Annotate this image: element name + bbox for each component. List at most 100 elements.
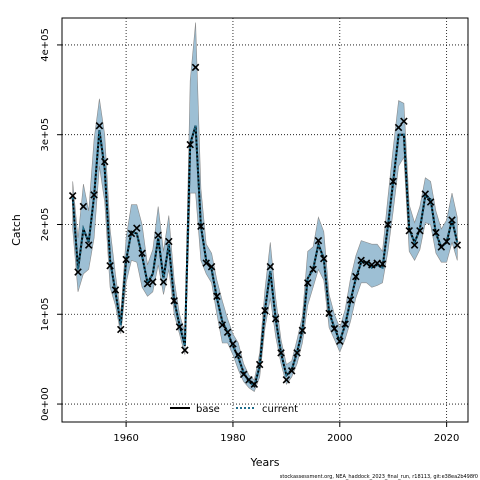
observed-point — [100, 157, 109, 166]
observed-point-stroke — [405, 227, 414, 235]
observed-point — [191, 63, 200, 72]
observed-point-stroke — [426, 198, 435, 206]
observed-point-stroke — [266, 262, 275, 271]
observed-point-stroke — [197, 222, 205, 231]
observed-point — [287, 367, 296, 375]
observed-point — [362, 259, 371, 267]
observed-point — [95, 121, 104, 130]
observed-point — [133, 224, 141, 232]
observed-point-stroke — [127, 229, 136, 238]
observed-point-stroke — [277, 349, 285, 357]
observed-point-stroke — [234, 350, 243, 359]
observed-point-stroke — [448, 216, 456, 224]
observed-point-stroke — [68, 191, 77, 200]
observed-point-stroke — [416, 227, 424, 235]
observed-point — [261, 306, 269, 315]
observed-point — [416, 227, 424, 235]
observed-point-stroke — [186, 140, 194, 149]
observed-point — [405, 227, 414, 235]
observed-point — [111, 286, 120, 294]
observed-point — [357, 256, 365, 265]
observed-point — [330, 324, 339, 333]
observed-point — [378, 260, 387, 268]
observed-point-stroke — [384, 220, 392, 229]
observed-point — [448, 216, 456, 224]
observed-point-stroke — [239, 370, 248, 379]
observed-point-stroke — [421, 190, 430, 198]
observed-point-stroke — [394, 123, 403, 132]
observed-point — [143, 279, 152, 288]
x-tick-label: 1960 — [113, 433, 138, 444]
legend-label-current: current — [262, 404, 298, 415]
observed-point — [84, 241, 93, 249]
observed-point-stroke — [154, 231, 162, 240]
observed-point — [352, 272, 360, 281]
observed-point — [186, 140, 194, 149]
observed-point — [138, 249, 146, 257]
observed-point — [202, 259, 211, 267]
observed-point-stroke — [453, 241, 462, 249]
observed-point-stroke — [213, 292, 221, 301]
observed-point — [229, 340, 237, 348]
observed-point-stroke — [229, 340, 237, 348]
observed-point — [255, 360, 264, 369]
observed-point — [127, 229, 136, 238]
observed-point-stroke — [207, 262, 216, 271]
observed-point — [394, 123, 403, 132]
observed-point — [303, 279, 312, 287]
observed-point-stroke — [116, 325, 125, 334]
observed-point — [223, 328, 232, 336]
observed-point-stroke — [170, 297, 178, 305]
observed-point-stroke — [271, 314, 280, 323]
observed-point — [122, 255, 130, 264]
observed-point — [314, 236, 323, 245]
observed-point-stroke — [74, 268, 82, 276]
observed-point — [90, 191, 98, 199]
y-tick-label: 4e+05 — [40, 28, 51, 62]
observed-point-stroke — [314, 236, 323, 245]
observed-point — [68, 191, 77, 200]
observed-point — [106, 262, 114, 270]
observed-point — [389, 177, 397, 186]
observed-point — [282, 376, 291, 384]
observed-point — [442, 237, 451, 246]
observed-point — [293, 349, 301, 357]
observed-point — [239, 370, 248, 379]
observed-point — [325, 309, 333, 318]
observed-point — [319, 254, 328, 263]
observed-point — [165, 237, 173, 246]
observed-point-stroke — [223, 328, 232, 336]
x-tick-label: 2000 — [327, 433, 352, 444]
observed-point-stroke — [138, 249, 146, 257]
y-tick-label: 3e+05 — [40, 118, 51, 152]
observed-point-stroke — [165, 237, 173, 246]
y-tick-label: 1e+05 — [40, 297, 51, 331]
observed-point-stroke — [218, 321, 227, 329]
observed-point — [384, 220, 392, 229]
observed-point — [154, 231, 162, 240]
observed-point — [175, 323, 184, 331]
observed-point-stroke — [293, 349, 301, 357]
observed-point — [271, 314, 280, 323]
y-axis-label: Catch — [10, 214, 23, 246]
legend-label-base: base — [196, 404, 220, 415]
observed-point — [410, 241, 419, 249]
y-axis: 0e+00 1e+05 2e+05 3e+05 4e+05 — [40, 28, 62, 421]
observed-point-stroke — [362, 259, 371, 267]
observed-point — [309, 265, 317, 274]
observed-point-stroke — [261, 306, 269, 315]
observed-point-stroke — [100, 157, 109, 166]
observed-point-stroke — [122, 255, 130, 264]
observed-point-stroke — [202, 259, 211, 267]
observed-point-stroke — [90, 191, 98, 199]
observed-point-stroke — [389, 177, 397, 186]
observed-point-stroke — [282, 376, 291, 384]
observed-point-stroke — [298, 326, 307, 335]
observed-point-stroke — [95, 121, 104, 130]
observed-point-stroke — [159, 278, 168, 286]
observed-point-stroke — [325, 309, 333, 318]
observed-point — [79, 202, 88, 211]
observed-point-stroke — [400, 117, 408, 126]
observed-point — [453, 241, 462, 249]
observed-point — [234, 350, 243, 359]
